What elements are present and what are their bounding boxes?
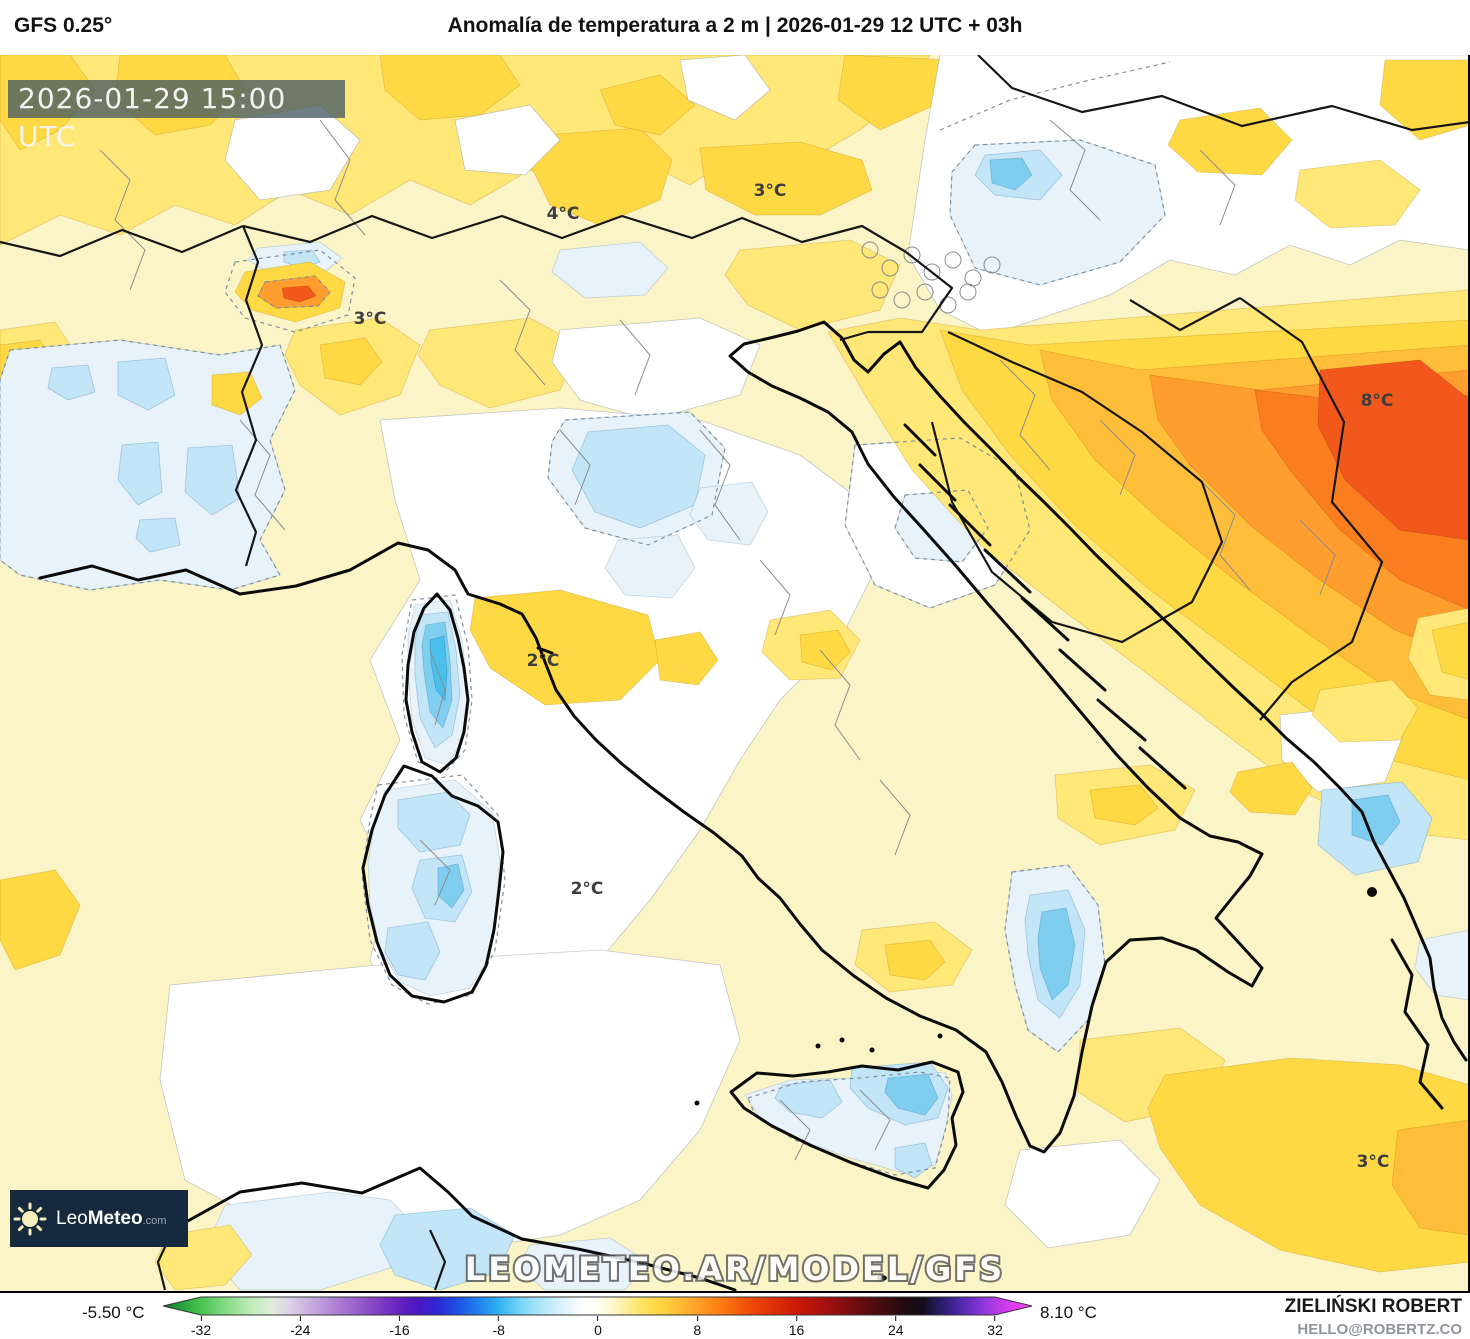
- color-scale-legend: -5.50 °C -32 -24 -16 -8 0 8 16 24 32 8.10 °C: [0, 1293, 1470, 1339]
- contour-label: 8°C: [1361, 391, 1394, 411]
- national-borders: [0, 55, 1470, 1291]
- legend-gradient-bar: [163, 1296, 1033, 1316]
- legend-tick: 8: [693, 1316, 701, 1338]
- anomaly-map: 4°C 3°C 3°C 8°C 2°C 2°C 3°C LEOMETEO.AR/MODEL/…: [0, 55, 1470, 1293]
- author-name: ZIELIŃSKI ROBERT: [1284, 1296, 1462, 1317]
- contour-label: 3°C: [354, 309, 387, 329]
- legend-max-label: 8.10 °C: [1040, 1303, 1097, 1322]
- legend-tick: -8: [493, 1316, 505, 1338]
- sun-icon: [13, 1202, 47, 1235]
- contour-labels: 4°C 3°C 3°C 8°C 2°C 2°C 3°C: [354, 181, 1394, 1172]
- contour-label: 3°C: [754, 181, 787, 201]
- contour-label: 2°C: [527, 651, 560, 671]
- contour-label: 3°C: [1357, 1152, 1390, 1172]
- contour-label: 2°C: [571, 879, 604, 899]
- legend-tick: -16: [389, 1316, 410, 1338]
- logo-text: LeoMeteo.com: [56, 1208, 166, 1230]
- author-contact: HELLO@ROBERTZ.CO: [1297, 1321, 1462, 1338]
- legend-color-bar: -32 -24 -16 -8 0 8 16 24 32: [163, 1296, 1033, 1338]
- watermark: LEOMETEO.AR/MODEL/GFS: [465, 1250, 1005, 1288]
- logo-text-suffix: .com: [142, 1214, 167, 1227]
- logo-text-light: Leo: [56, 1207, 88, 1229]
- legend-tick: 32: [987, 1316, 1003, 1338]
- legend-tick: -24: [290, 1316, 310, 1338]
- legend-tick: 16: [789, 1316, 804, 1338]
- attribution: ZIELIŃSKI ROBERT HELLO@ROBERTZ.CO: [1285, 1296, 1462, 1338]
- header: GFS 0.25° Anomalía de temperatura a 2 m …: [0, 0, 1470, 55]
- legend-tick: 24: [888, 1316, 904, 1338]
- model-label: GFS 0.25°: [14, 14, 113, 37]
- legend-tick: 0: [594, 1316, 602, 1338]
- timestamp-badge: 2026-01-29 15:00 UTC: [8, 80, 345, 153]
- legend-tick: -32: [191, 1316, 211, 1338]
- coastlines: [38, 320, 1468, 1292]
- leometeo-logo: LeoMeteo.com: [10, 1190, 188, 1247]
- logo-text-bold: Meteo: [87, 1207, 143, 1229]
- admin-boundaries: [99, 119, 1336, 1161]
- contour-label: 4°C: [547, 204, 580, 224]
- map-canvas: 4°C 3°C 3°C 8°C 2°C 2°C 3°C LEOMETEO.AR/MODEL/…: [0, 55, 1470, 1293]
- legend-min-label: -5.50 °C: [82, 1303, 145, 1322]
- page-title: Anomalía de temperatura a 2 m | 2026-01-…: [447, 14, 1023, 37]
